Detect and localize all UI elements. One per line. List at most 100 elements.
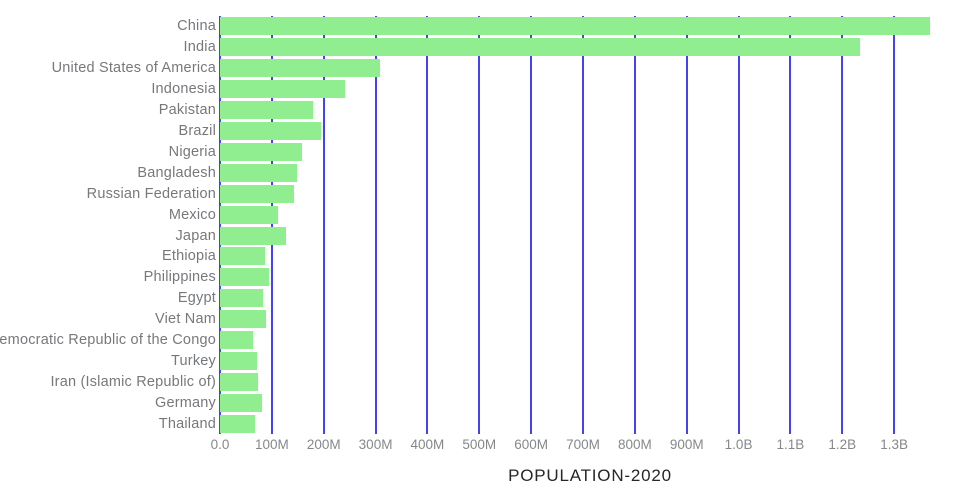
x-tick-label: 0.0: [210, 437, 230, 452]
population-bar: [220, 414, 255, 433]
population-bar: [220, 331, 254, 350]
bar-row: [220, 267, 960, 288]
category-label-cell: Democratic Republic of the Congo: [0, 330, 216, 351]
category-label: Democratic Republic of the Congo: [0, 332, 216, 349]
bar-row: [220, 309, 960, 330]
gridline: [737, 16, 740, 434]
population-bar: [220, 268, 269, 287]
category-label: Pakistan: [158, 102, 216, 119]
bar-row: [220, 371, 960, 392]
category-label: Bangladesh: [137, 164, 216, 181]
population-bar: [220, 59, 381, 78]
plot-area: [219, 16, 960, 434]
category-axis-labels: China India United States of America Indone…: [0, 16, 216, 434]
category-label-cell: Pakistan: [0, 100, 216, 121]
bar-row: [220, 330, 960, 351]
population-bar: [220, 351, 258, 370]
population-bar: [220, 310, 266, 329]
category-label-cell: Nigeria: [0, 141, 216, 162]
gridline: [685, 16, 688, 434]
population-bar: [220, 205, 279, 224]
x-tick-label: 900M: [669, 437, 704, 452]
bar-row: [220, 204, 960, 225]
bar-row: [220, 79, 960, 100]
bar-row: [220, 100, 960, 121]
category-label: Egypt: [177, 290, 216, 307]
category-label: Iran (Islamic Republic of): [50, 373, 216, 390]
category-label-cell: Bangladesh: [0, 162, 216, 183]
category-label: Turkey: [171, 352, 216, 369]
category-label-cell: Ethiopia: [0, 246, 216, 267]
category-label-cell: China: [0, 16, 216, 37]
category-label: China: [177, 18, 216, 35]
population-bar: [220, 163, 297, 182]
category-label: Thailand: [158, 415, 216, 432]
gridline: [219, 16, 221, 434]
x-tick-label: 200M: [306, 437, 341, 452]
bar-row: [220, 162, 960, 183]
bar-row: [220, 121, 960, 142]
bar-row: [220, 58, 960, 79]
bar-row: [220, 37, 960, 58]
bar-row: [220, 246, 960, 267]
category-label: Viet Nam: [155, 311, 216, 328]
population-bar: [220, 289, 263, 308]
bar-row: [220, 225, 960, 246]
category-label-cell: Turkey: [0, 351, 216, 372]
x-tick-label: 700M: [566, 437, 600, 452]
x-axis: 0.0 100M 200M 300M 400M 500M 600M 700M 800M 900M 1…: [211, 437, 960, 455]
bar-row: [220, 141, 960, 162]
category-label-cell: Japan: [0, 225, 216, 246]
population-bar: [220, 121, 322, 140]
gridline: [581, 16, 584, 434]
population-bar: [220, 184, 295, 203]
category-label: Japan: [175, 227, 216, 244]
x-tick-label: 1.2B: [828, 437, 857, 452]
gridline: [530, 16, 533, 434]
x-tick-label: 800M: [617, 437, 652, 452]
category-label-cell: India: [0, 37, 216, 58]
x-tick-label: 500M: [462, 437, 497, 452]
category-label-cell: Philippines: [0, 267, 216, 288]
gridline: [374, 16, 377, 434]
category-label: Germany: [154, 394, 216, 411]
category-label-cell: United States of America: [0, 58, 216, 79]
population-bar: [220, 101, 314, 120]
x-tick-label: 600M: [514, 437, 549, 452]
gridline: [841, 16, 844, 434]
category-label: Indonesia: [151, 81, 216, 98]
population-bar: [220, 247, 266, 266]
x-tick-label: 1.0B: [724, 437, 753, 452]
population-bar: [220, 38, 861, 57]
category-label-cell: Russian Federation: [0, 183, 216, 204]
population-bar: [220, 142, 303, 161]
gridline: [478, 16, 481, 434]
category-label-cell: Viet Nam: [0, 309, 216, 330]
population-bar: [220, 80, 346, 99]
category-label-cell: Mexico: [0, 204, 216, 225]
bar-row: [220, 183, 960, 204]
gridline: [270, 16, 273, 434]
category-label: United States of America: [51, 60, 216, 77]
x-tick-label: 100M: [254, 437, 289, 452]
gridline: [322, 16, 325, 434]
category-label-cell: Iran (Islamic Republic of): [0, 371, 216, 392]
bar-rows: [220, 16, 960, 434]
category-label-cell: Brazil: [0, 121, 216, 142]
category-label: Nigeria: [168, 143, 216, 160]
category-label: Ethiopia: [162, 248, 216, 265]
category-label: Russian Federation: [86, 185, 216, 202]
bar-row: [220, 351, 960, 372]
category-label: Mexico: [168, 206, 216, 223]
chart-title: POPULATION-2020: [508, 466, 672, 485]
x-tick-label: 300M: [358, 437, 393, 452]
bar-row: [220, 288, 960, 309]
category-label-cell: Egypt: [0, 288, 216, 309]
bar-row: [220, 392, 960, 413]
x-tick-label: 1.3B: [880, 437, 909, 452]
category-label: India: [183, 39, 216, 56]
x-tick-label: 1.1B: [776, 437, 805, 452]
category-label-cell: Indonesia: [0, 79, 216, 100]
population-bar: [220, 372, 259, 391]
population-bar: [220, 226, 287, 245]
